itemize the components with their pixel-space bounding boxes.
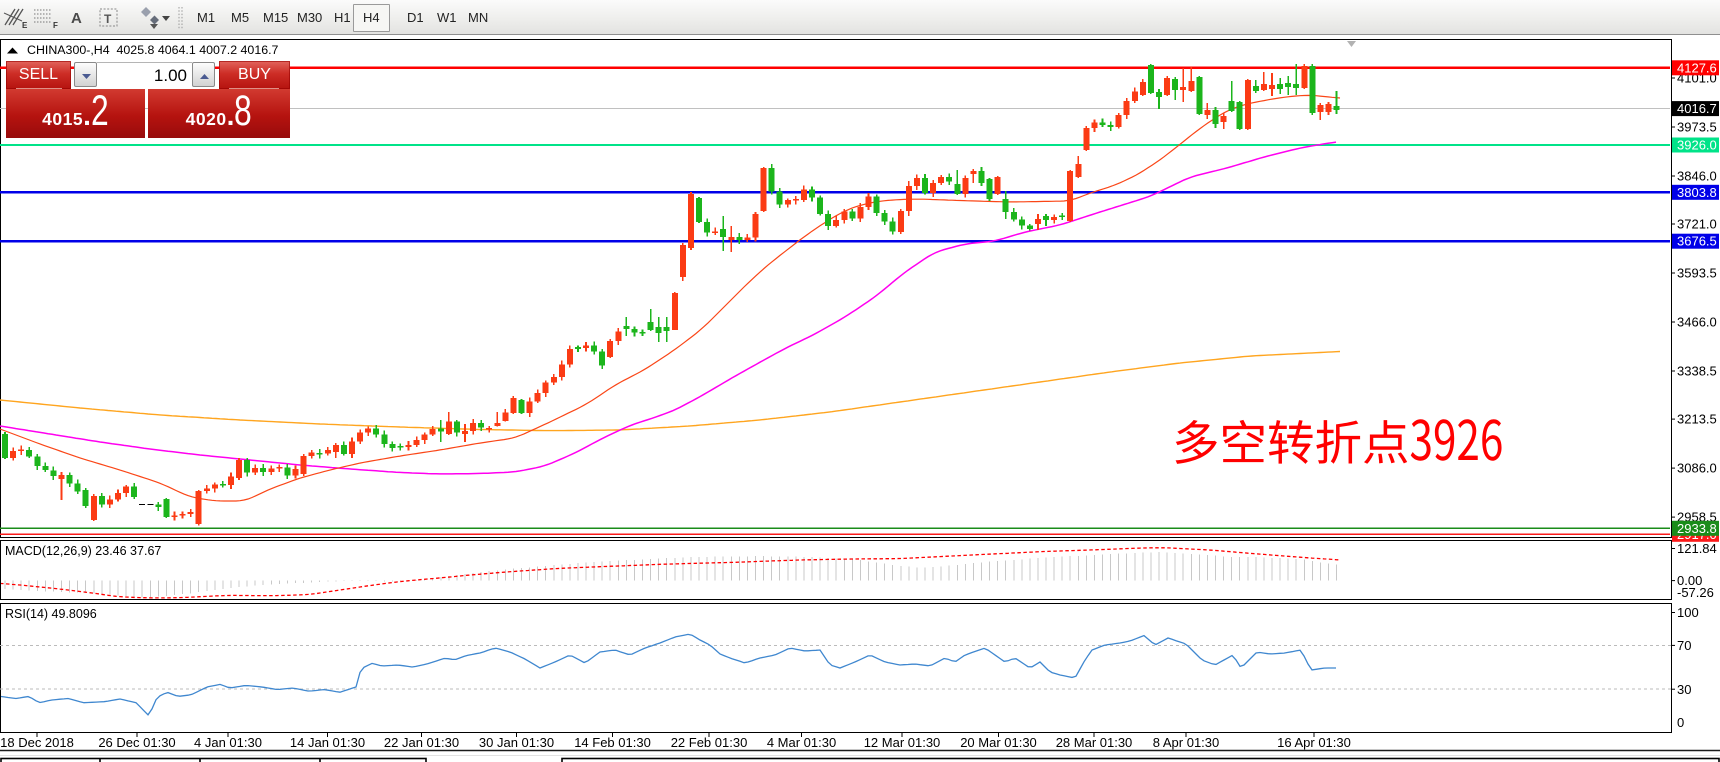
svg-text:4 Jan 01:30: 4 Jan 01:30 [194,735,262,750]
svg-text:8 Apr 01:30: 8 Apr 01:30 [1153,735,1220,750]
svg-text:18 Dec 2018: 18 Dec 2018 [0,735,74,750]
svg-text:3676.5: 3676.5 [1677,234,1717,249]
svg-text:A: A [71,10,82,27]
svg-text:T: T [104,12,112,26]
svg-text:3803.8: 3803.8 [1677,185,1717,200]
svg-text:4016.7: 4016.7 [1677,101,1717,116]
svg-text:3593.5: 3593.5 [1677,266,1717,281]
svg-text:30: 30 [1677,682,1691,697]
svg-text:CHINA300-,H4 4025.8 4064.1 40: CHINA300-,H4 4025.8 4064.1 4007.2 4016.7 [27,43,279,57]
svg-text:F: F [53,21,58,30]
svg-text:3466.0: 3466.0 [1677,315,1717,330]
svg-text:3926.0: 3926.0 [1677,138,1717,153]
svg-text:100: 100 [1677,605,1699,620]
svg-text:20 Mar 01:30: 20 Mar 01:30 [960,735,1037,750]
svg-text:14 Feb 01:30: 14 Feb 01:30 [574,735,651,750]
svg-text:MACD(12,26,9) 23.46 37.67: MACD(12,26,9) 23.46 37.67 [5,544,161,558]
svg-text:0: 0 [1677,715,1684,730]
svg-text:70: 70 [1677,638,1691,653]
svg-text:16 Apr 01:30: 16 Apr 01:30 [1277,735,1351,750]
svg-text:22 Feb 01:30: 22 Feb 01:30 [671,735,748,750]
svg-text:12 Mar 01:30: 12 Mar 01:30 [864,735,941,750]
svg-text:RSI(14) 49.8096: RSI(14) 49.8096 [5,607,97,621]
svg-text:0.00: 0.00 [1677,573,1702,588]
svg-text:-57.26: -57.26 [1677,585,1714,600]
svg-text:3973.5: 3973.5 [1677,120,1717,135]
svg-text:22 Jan 01:30: 22 Jan 01:30 [384,735,459,750]
svg-text:28 Mar 01:30: 28 Mar 01:30 [1056,735,1133,750]
svg-text:3338.5: 3338.5 [1677,364,1717,379]
svg-text:30 Jan 01:30: 30 Jan 01:30 [479,735,554,750]
svg-text:14 Jan 01:30: 14 Jan 01:30 [290,735,365,750]
svg-text:2933.8: 2933.8 [1677,521,1717,536]
svg-text:4 Mar 01:30: 4 Mar 01:30 [767,735,836,750]
svg-text:4127.6: 4127.6 [1677,60,1717,75]
svg-text:3721.0: 3721.0 [1677,217,1717,232]
svg-text:3086.0: 3086.0 [1677,461,1717,476]
svg-text:3846.0: 3846.0 [1677,169,1717,184]
svg-text:26 Dec 01:30: 26 Dec 01:30 [98,735,175,750]
svg-text:E: E [22,21,28,30]
svg-text:3213.5: 3213.5 [1677,412,1717,427]
svg-text:121.84: 121.84 [1677,541,1717,556]
